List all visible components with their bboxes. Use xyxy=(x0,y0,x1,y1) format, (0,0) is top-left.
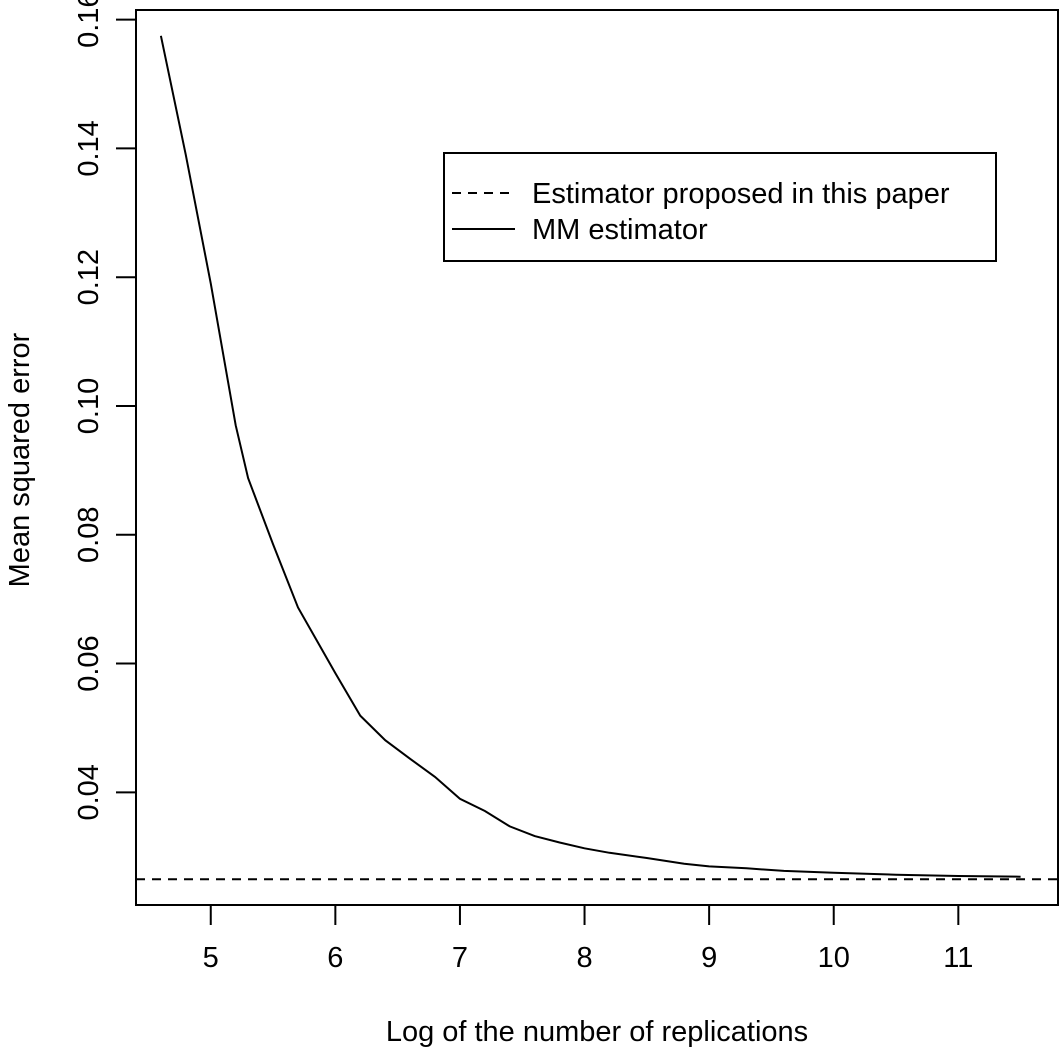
y-tick-label: 0.06 xyxy=(73,635,105,691)
x-tick-label: 9 xyxy=(701,942,717,974)
x-tick-label: 6 xyxy=(327,942,343,974)
y-tick-label: 0.12 xyxy=(73,249,105,305)
x-tick-label: 5 xyxy=(203,942,219,974)
y-axis-title: Mean squared error xyxy=(4,332,36,587)
series-layer xyxy=(136,35,1058,881)
y-tick-label: 0.16 xyxy=(73,0,105,48)
x-axis-title: Log of the number of replications xyxy=(386,1016,808,1048)
legend-label-proposed: Estimator proposed in this paper xyxy=(532,178,950,210)
x-tick-label: 11 xyxy=(943,942,973,974)
y-tick-label: 0.08 xyxy=(73,507,105,563)
legend-box xyxy=(443,152,997,262)
plot-area-frame xyxy=(135,9,1059,906)
y-tick-label: 0.14 xyxy=(73,120,105,176)
legend: Estimator proposed in this paper MM esti… xyxy=(443,152,997,262)
legend-label-mm: MM estimator xyxy=(532,214,708,246)
y-tick-label: 0.04 xyxy=(73,764,105,820)
x-tick-label: 8 xyxy=(576,942,592,974)
x-tick-label: 7 xyxy=(452,942,468,974)
y-tick-label: 0.10 xyxy=(73,378,105,434)
x-tick-label: 10 xyxy=(818,942,850,974)
y-axis: 0.04 0.06 0.08 0.10 0.12 0.14 0.16 xyxy=(73,0,136,821)
series-mm-line xyxy=(159,35,1021,878)
x-axis: 5 6 7 8 9 10 11 xyxy=(203,905,973,974)
